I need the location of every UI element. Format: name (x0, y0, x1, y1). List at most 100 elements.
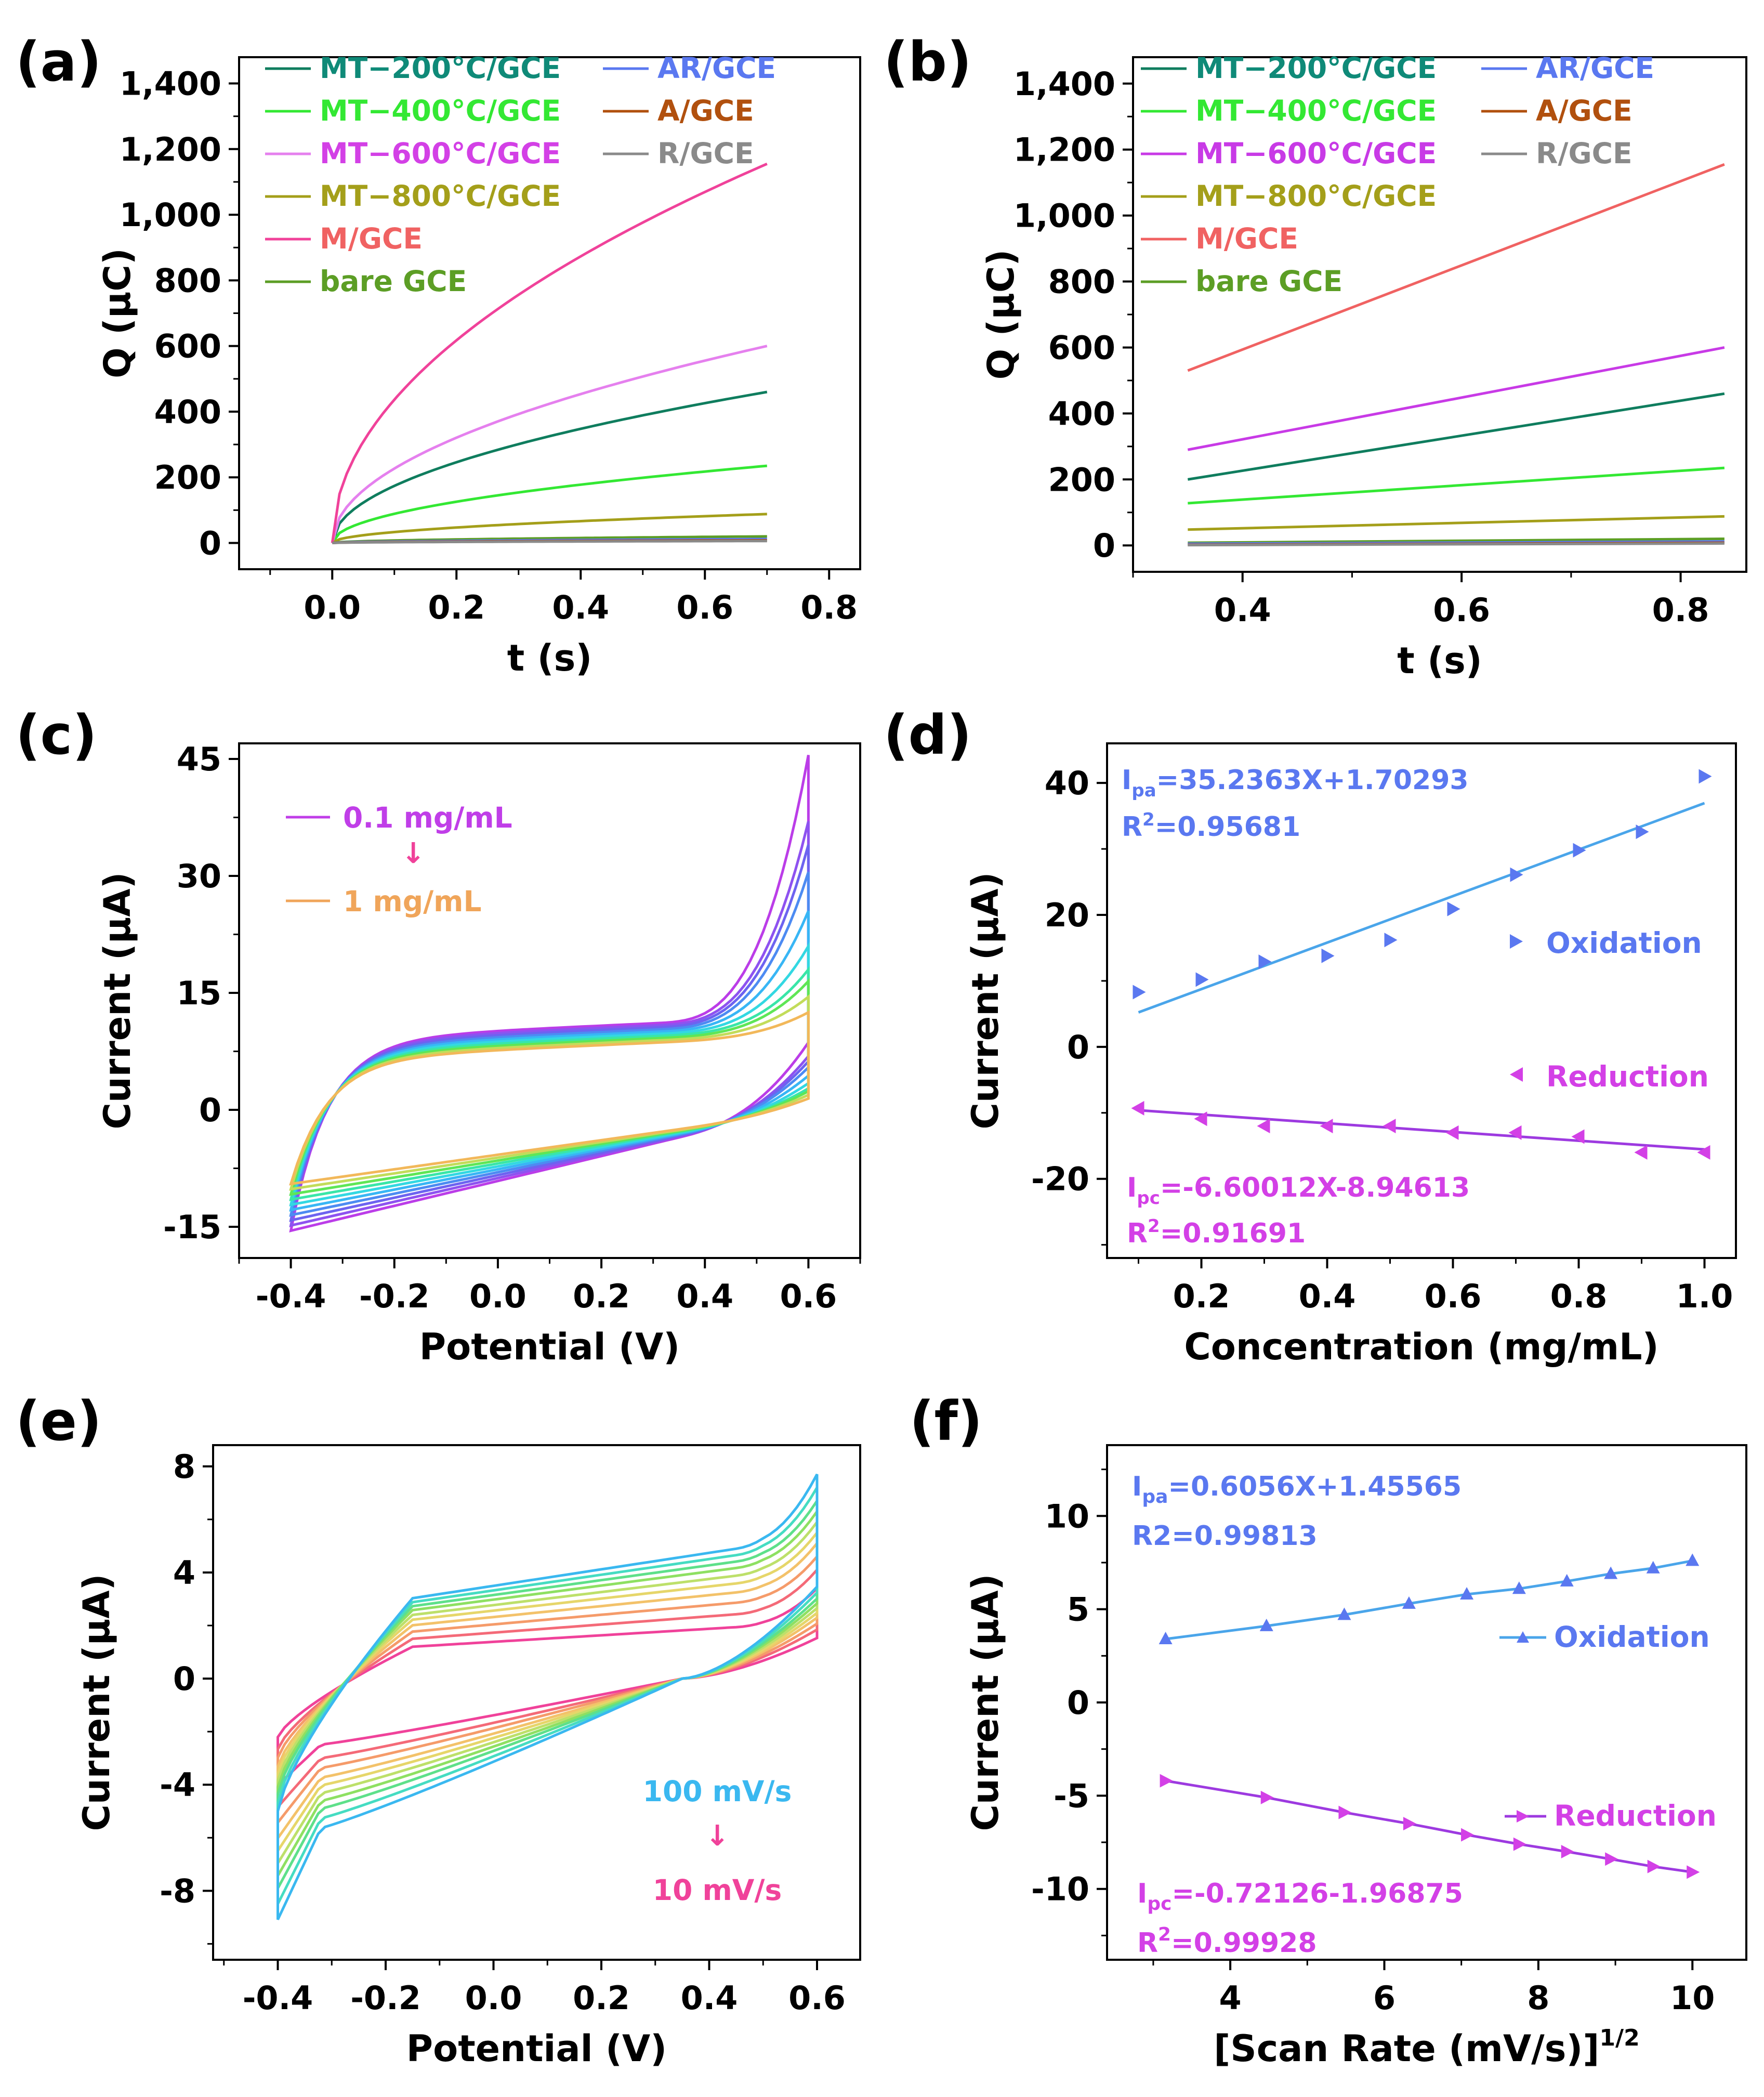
fit-line-reduction (1138, 1109, 1705, 1151)
x-tick-label: 0.4 (681, 1979, 738, 2017)
series-line-1 (1187, 392, 1725, 481)
legend-label-reduction: Reduction (1554, 1799, 1717, 1832)
y-tick-label: 1,000 (120, 196, 221, 234)
y-tick-label: 0 (1093, 527, 1115, 565)
legend-entry: MT−400°C/GCE (320, 94, 561, 127)
y-axis-label: Q (μC) (96, 248, 139, 378)
y-tick-label: -10 (1031, 1870, 1089, 1908)
y-tick-label: 5 (1067, 1591, 1089, 1629)
cv-cycle-1.0 (289, 1010, 810, 1186)
x-tick-label: 0.6 (1433, 591, 1490, 629)
y-tick-label: -20 (1031, 1160, 1089, 1198)
y-tick-label: 400 (154, 393, 221, 431)
plot-frame (238, 742, 861, 1259)
data-point-oxidation (1159, 1632, 1173, 1645)
data-point-reduction (1445, 1125, 1459, 1140)
r-superscript: 2 (1148, 1216, 1160, 1237)
panel-letter-a: (a) (16, 30, 101, 94)
x-axis-label: Potential (V) (419, 1326, 680, 1368)
x-tick-label: 0.8 (1652, 591, 1709, 629)
data-point-reduction (1687, 1865, 1700, 1879)
r-squared-reduction: R2=0.91691 (1127, 1216, 1306, 1249)
y-axis-label: Q (μC) (980, 250, 1022, 380)
data-point-oxidation (1604, 1566, 1618, 1579)
legend-marker-reduction (1517, 1810, 1529, 1823)
data-point-oxidation (1447, 901, 1460, 916)
x-tick-label: 0.6 (1425, 1277, 1482, 1315)
plot-a: 0.0 0.2 0.4 0.6 0.8 0 200 400 600 800 1,000 1,200 1,… (96, 51, 861, 679)
plot-frame (212, 1444, 861, 1961)
cv-cycle-20 (277, 1566, 819, 1811)
y-tick-label: 0 (1067, 1028, 1089, 1066)
eq-rest: =35.2363X+1.70293 (1156, 765, 1469, 796)
eq-subscript: pc (1147, 1893, 1171, 1915)
plot-c: -0.4 -0.2 0.0 0.2 0.4 0.6 -15 0 15 30 45 Potential … (96, 740, 861, 1368)
data-point-reduction (1260, 1790, 1274, 1804)
legend-entry: A/GCE (1536, 94, 1633, 127)
y-tick-label: 400 (1048, 395, 1115, 432)
legend-label-reduction: Reduction (1546, 1060, 1709, 1093)
x-tick-label: 6 (1373, 1979, 1396, 2017)
x-axis-label-superscript: 1/2 (1599, 2025, 1639, 2051)
legend-label-oxidation: Oxidation (1546, 926, 1702, 960)
x-tick-label: -0.4 (256, 1277, 326, 1315)
y-tick-label: 15 (177, 974, 221, 1012)
y-tick-label: 4 (173, 1554, 195, 1592)
data-point-reduction (1571, 1129, 1585, 1144)
data-point-reduction (1508, 1125, 1522, 1140)
x-tick-label: 0.4 (552, 588, 609, 626)
x-axis-label: Potential (V) (406, 2027, 667, 2070)
data-point-oxidation (1402, 1596, 1416, 1609)
legend-entry: MT−200°C/GCE (320, 51, 561, 85)
plot-f: 4 6 8 10 -10 -5 0 5 10 [Scan Rate (mV/s)]1/2 Curre… (964, 1444, 1747, 2070)
legend-entry: M/GCE (320, 222, 423, 255)
cv-cycle-40 (277, 1539, 819, 1843)
data-point-oxidation (1133, 985, 1146, 1000)
y-tick-label: 1,200 (1013, 131, 1115, 169)
series-line-oxidation (1165, 1559, 1693, 1641)
x-tick-label: 0.2 (428, 588, 485, 626)
panel-letter-b: (b) (884, 30, 972, 94)
data-point-reduction (1338, 1805, 1352, 1819)
y-tick-label: 0 (199, 524, 221, 562)
x-tick-label: 0.2 (573, 1979, 630, 2017)
y-tick-label: 30 (177, 857, 221, 895)
equation-oxidation: Ipa=35.2363X+1.70293 (1122, 765, 1469, 801)
data-point-oxidation (1259, 1618, 1273, 1631)
panel-letter-d: (d) (884, 703, 972, 767)
x-tick-label: 4 (1219, 1979, 1242, 2017)
x-tick-label: 10 (1670, 1979, 1715, 2017)
y-tick-label: 20 (1045, 896, 1089, 934)
data-point-reduction (1647, 1859, 1661, 1873)
legend-entry: R/GCE (1536, 137, 1633, 170)
y-tick-label: 600 (1048, 329, 1115, 366)
y-tick-label: 8 (173, 1448, 195, 1486)
x-tick-label: 0.8 (800, 588, 858, 626)
data-point-reduction (1320, 1119, 1333, 1134)
legend-bottom-label: 1 mg/mL (343, 885, 482, 918)
y-tick-label: 800 (154, 261, 221, 299)
legend-entry: MT−200°C/GCE (1195, 51, 1437, 85)
cv-cycle-90 (277, 1483, 819, 1905)
plot-b: 0.4 0.6 0.8 0 200 400 600 800 1,000 1,200 1,400 t (… (980, 51, 1747, 682)
cv-cycle-80 (277, 1497, 819, 1889)
legend-entry: bare GCE (1195, 265, 1342, 298)
r-superscript: 2 (1158, 1924, 1171, 1945)
cv-cycle-60 (277, 1518, 819, 1868)
y-axis-label: Current (μA) (964, 872, 1007, 1129)
x-axis-label: t (s) (1397, 639, 1482, 682)
series-line-1 (331, 390, 768, 544)
data-point-reduction (1561, 1844, 1574, 1858)
fit-line-oxidation (1138, 802, 1705, 1014)
y-axis-label: Current (μA) (75, 1574, 118, 1831)
y-tick-label: -4 (160, 1766, 195, 1804)
legend-entry: MT−600°C/GCE (320, 137, 561, 170)
plot-frame (238, 56, 861, 570)
data-point-oxidation (1460, 1587, 1474, 1600)
data-point-reduction (1605, 1852, 1618, 1866)
legend-entry: AR/GCE (1536, 51, 1654, 85)
legend-arrow: ↓ (705, 1819, 729, 1852)
data-point-oxidation (1384, 933, 1398, 948)
data-point-oxidation (1258, 954, 1272, 969)
